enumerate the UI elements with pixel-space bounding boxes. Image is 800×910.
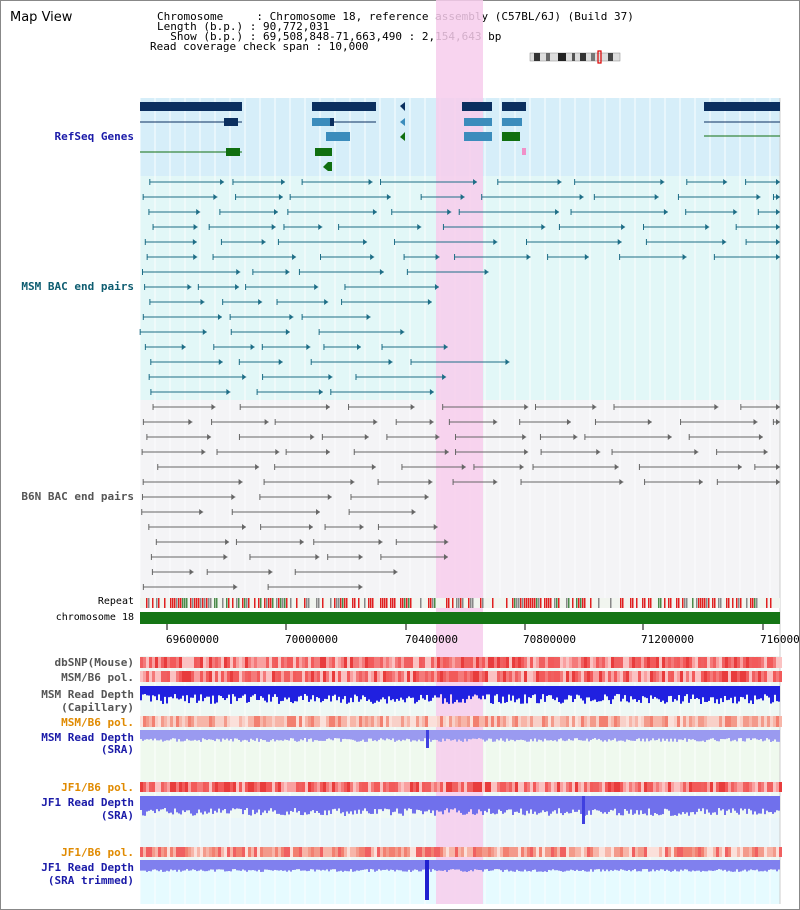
dbsnp-track-label[interactable]: dbSNP(Mouse)	[54, 656, 134, 669]
gene-block	[502, 118, 522, 126]
depth-spike	[426, 730, 429, 748]
jf1-b6-pol-heat-track[interactable]	[140, 782, 782, 792]
refseq-track-label[interactable]: RefSeq Genes	[54, 130, 134, 143]
axis-tick-label: 70400000	[405, 633, 458, 646]
axis-tick-label: 70800000	[523, 633, 576, 646]
length-info: Length (b.p.) : 90,772,031	[157, 20, 330, 33]
jf1-sra-depth-label[interactable]: JF1 Read Depth	[41, 796, 134, 809]
coverage-span-info: Read coverage check span : 10,000	[150, 40, 369, 53]
b6n-bac-track-label[interactable]: B6N BAC end pairs	[21, 490, 134, 503]
jf1-b6-pol-heat-track-2[interactable]	[140, 847, 782, 857]
msm-sra-depth-track[interactable]	[140, 730, 780, 748]
axis-tick-label: 716000	[760, 633, 800, 646]
view-title: Map View	[10, 10, 73, 25]
repeat-track-label[interactable]: Repeat	[97, 596, 134, 607]
refseq-genes[interactable]	[140, 102, 780, 171]
jf1-b6-pol-label[interactable]: JF1/B6 pol.	[61, 781, 134, 794]
jf1-b6-pol-label-2[interactable]: JF1/B6 pol.	[61, 846, 134, 859]
msm-capillary-depth-track[interactable]	[140, 686, 780, 704]
jf1-sra-depth-sublabel: (SRA)	[100, 809, 134, 822]
gene-block	[502, 132, 520, 141]
axis-tick-label: 69600000	[166, 633, 219, 646]
msm-bac-end-pairs[interactable]	[139, 179, 780, 395]
jf1-sra-depth-track[interactable]	[140, 796, 780, 824]
msm-b6-pol-label[interactable]: MSM/B6 pol.	[61, 671, 134, 684]
msm-cap-depth-label[interactable]: MSM Read Depth	[41, 688, 134, 701]
msm-b6-pol-heat-track[interactable]	[140, 671, 782, 682]
msm-b6-pol-heat-track-2[interactable]	[140, 716, 782, 727]
jf1-trim-depth-label[interactable]: JF1 Read Depth	[41, 861, 134, 874]
axis-tick-label: 71200000	[641, 633, 694, 646]
gene-block	[312, 118, 330, 126]
gene-block	[140, 102, 242, 111]
msm-b6-pol-label-2[interactable]: MSM/B6 pol.	[61, 716, 134, 729]
msm-sra-depth-label[interactable]: MSM Read Depth	[41, 731, 134, 744]
b6n-bac-end-pairs[interactable]	[141, 404, 780, 590]
axis-tick-label: 70000000	[285, 633, 338, 646]
gene-block	[464, 132, 492, 141]
msm-bac-track-label[interactable]: MSM BAC end pairs	[21, 280, 134, 293]
gene-block	[462, 102, 492, 111]
chromosome-ideogram[interactable]	[528, 50, 624, 64]
jf1-trim-depth-sublabel: (SRA trimmed)	[47, 874, 134, 887]
ideogram-position-marker	[597, 50, 602, 64]
gene-block	[315, 148, 332, 156]
depth-spike	[425, 860, 429, 900]
gene-block	[326, 132, 350, 141]
axis-tick-marks	[166, 624, 764, 630]
depth-spike	[582, 796, 585, 824]
dbsnp-heat-track[interactable]	[140, 657, 782, 668]
repeat-track[interactable]	[146, 598, 772, 608]
gene-arrow	[400, 102, 405, 111]
gene-block	[502, 102, 526, 111]
chromosome-track-label[interactable]: chromosome 18	[55, 612, 134, 623]
msm-sra-depth-sublabel: (SRA)	[100, 743, 134, 756]
gene-block	[704, 102, 780, 111]
chromosome-bar[interactable]	[140, 612, 780, 624]
gene-block	[464, 118, 492, 126]
gene-block	[312, 102, 376, 111]
msm-cap-depth-sublabel: (Capillary)	[61, 701, 134, 714]
jf1-trim-depth-track[interactable]	[140, 860, 780, 900]
